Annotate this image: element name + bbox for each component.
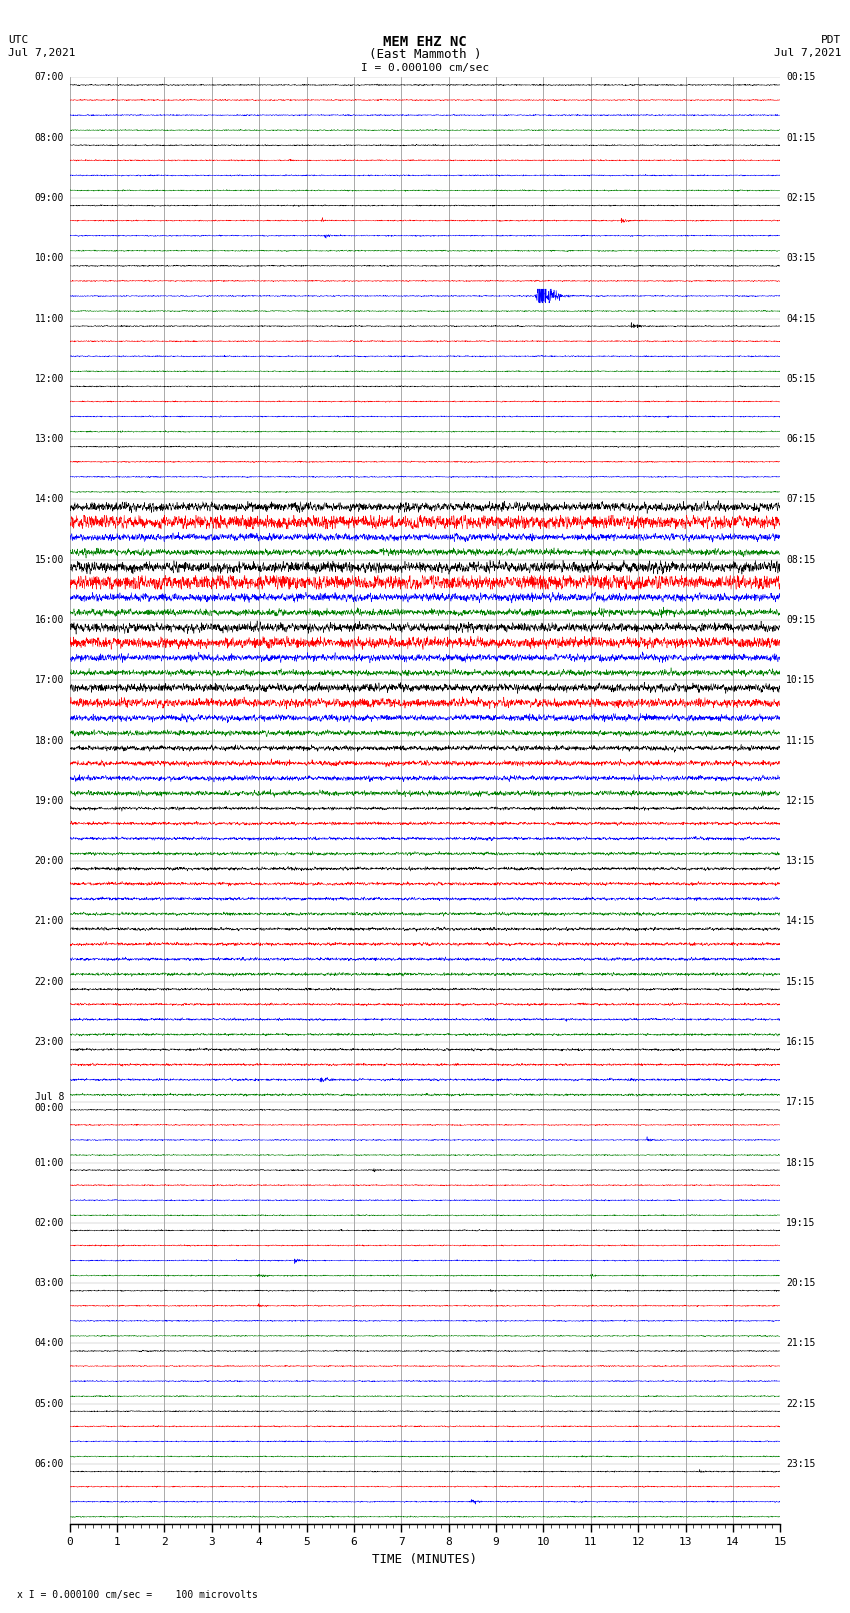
Text: 12:15: 12:15 (786, 795, 815, 806)
Text: 11:00: 11:00 (35, 313, 64, 324)
Text: PDT: PDT (821, 35, 842, 45)
Text: 20:00: 20:00 (35, 857, 64, 866)
Text: 04:00: 04:00 (35, 1339, 64, 1348)
Text: 13:00: 13:00 (35, 434, 64, 444)
Text: 16:15: 16:15 (786, 1037, 815, 1047)
Text: x I = 0.000100 cm/sec =    100 microvolts: x I = 0.000100 cm/sec = 100 microvolts (17, 1590, 258, 1600)
Text: Jul 7,2021: Jul 7,2021 (774, 48, 842, 58)
Text: 02:15: 02:15 (786, 194, 815, 203)
Text: 08:00: 08:00 (35, 132, 64, 142)
Text: 00:15: 00:15 (786, 73, 815, 82)
Text: 10:00: 10:00 (35, 253, 64, 263)
Text: 15:15: 15:15 (786, 977, 815, 987)
Text: 06:15: 06:15 (786, 434, 815, 444)
Text: 08:15: 08:15 (786, 555, 815, 565)
Text: 05:00: 05:00 (35, 1398, 64, 1408)
Text: 11:15: 11:15 (786, 736, 815, 745)
Text: 23:00: 23:00 (35, 1037, 64, 1047)
Text: 10:15: 10:15 (786, 676, 815, 686)
Text: 09:15: 09:15 (786, 615, 815, 624)
Text: 03:15: 03:15 (786, 253, 815, 263)
Text: 17:00: 17:00 (35, 676, 64, 686)
Text: 14:15: 14:15 (786, 916, 815, 926)
Text: 21:00: 21:00 (35, 916, 64, 926)
Text: 01:00: 01:00 (35, 1158, 64, 1168)
Text: 18:15: 18:15 (786, 1158, 815, 1168)
Text: 21:15: 21:15 (786, 1339, 815, 1348)
Text: 13:15: 13:15 (786, 857, 815, 866)
Text: 02:00: 02:00 (35, 1218, 64, 1227)
Text: Jul 8
00:00: Jul 8 00:00 (35, 1092, 64, 1113)
Text: 07:00: 07:00 (35, 73, 64, 82)
Text: 20:15: 20:15 (786, 1277, 815, 1289)
Text: 19:00: 19:00 (35, 795, 64, 806)
Text: 05:15: 05:15 (786, 374, 815, 384)
Text: (East Mammoth ): (East Mammoth ) (369, 48, 481, 61)
Text: 06:00: 06:00 (35, 1460, 64, 1469)
Text: 22:00: 22:00 (35, 977, 64, 987)
X-axis label: TIME (MINUTES): TIME (MINUTES) (372, 1553, 478, 1566)
Text: 03:00: 03:00 (35, 1277, 64, 1289)
Text: 16:00: 16:00 (35, 615, 64, 624)
Text: 17:15: 17:15 (786, 1097, 815, 1107)
Text: I = 0.000100 cm/sec: I = 0.000100 cm/sec (361, 63, 489, 73)
Text: 22:15: 22:15 (786, 1398, 815, 1408)
Text: 23:15: 23:15 (786, 1460, 815, 1469)
Text: 18:00: 18:00 (35, 736, 64, 745)
Text: 09:00: 09:00 (35, 194, 64, 203)
Text: 12:00: 12:00 (35, 374, 64, 384)
Text: 14:00: 14:00 (35, 495, 64, 505)
Text: MEM EHZ NC: MEM EHZ NC (383, 35, 467, 50)
Text: 04:15: 04:15 (786, 313, 815, 324)
Text: Jul 7,2021: Jul 7,2021 (8, 48, 76, 58)
Text: UTC: UTC (8, 35, 29, 45)
Text: 15:00: 15:00 (35, 555, 64, 565)
Text: 01:15: 01:15 (786, 132, 815, 142)
Text: 19:15: 19:15 (786, 1218, 815, 1227)
Text: 07:15: 07:15 (786, 495, 815, 505)
